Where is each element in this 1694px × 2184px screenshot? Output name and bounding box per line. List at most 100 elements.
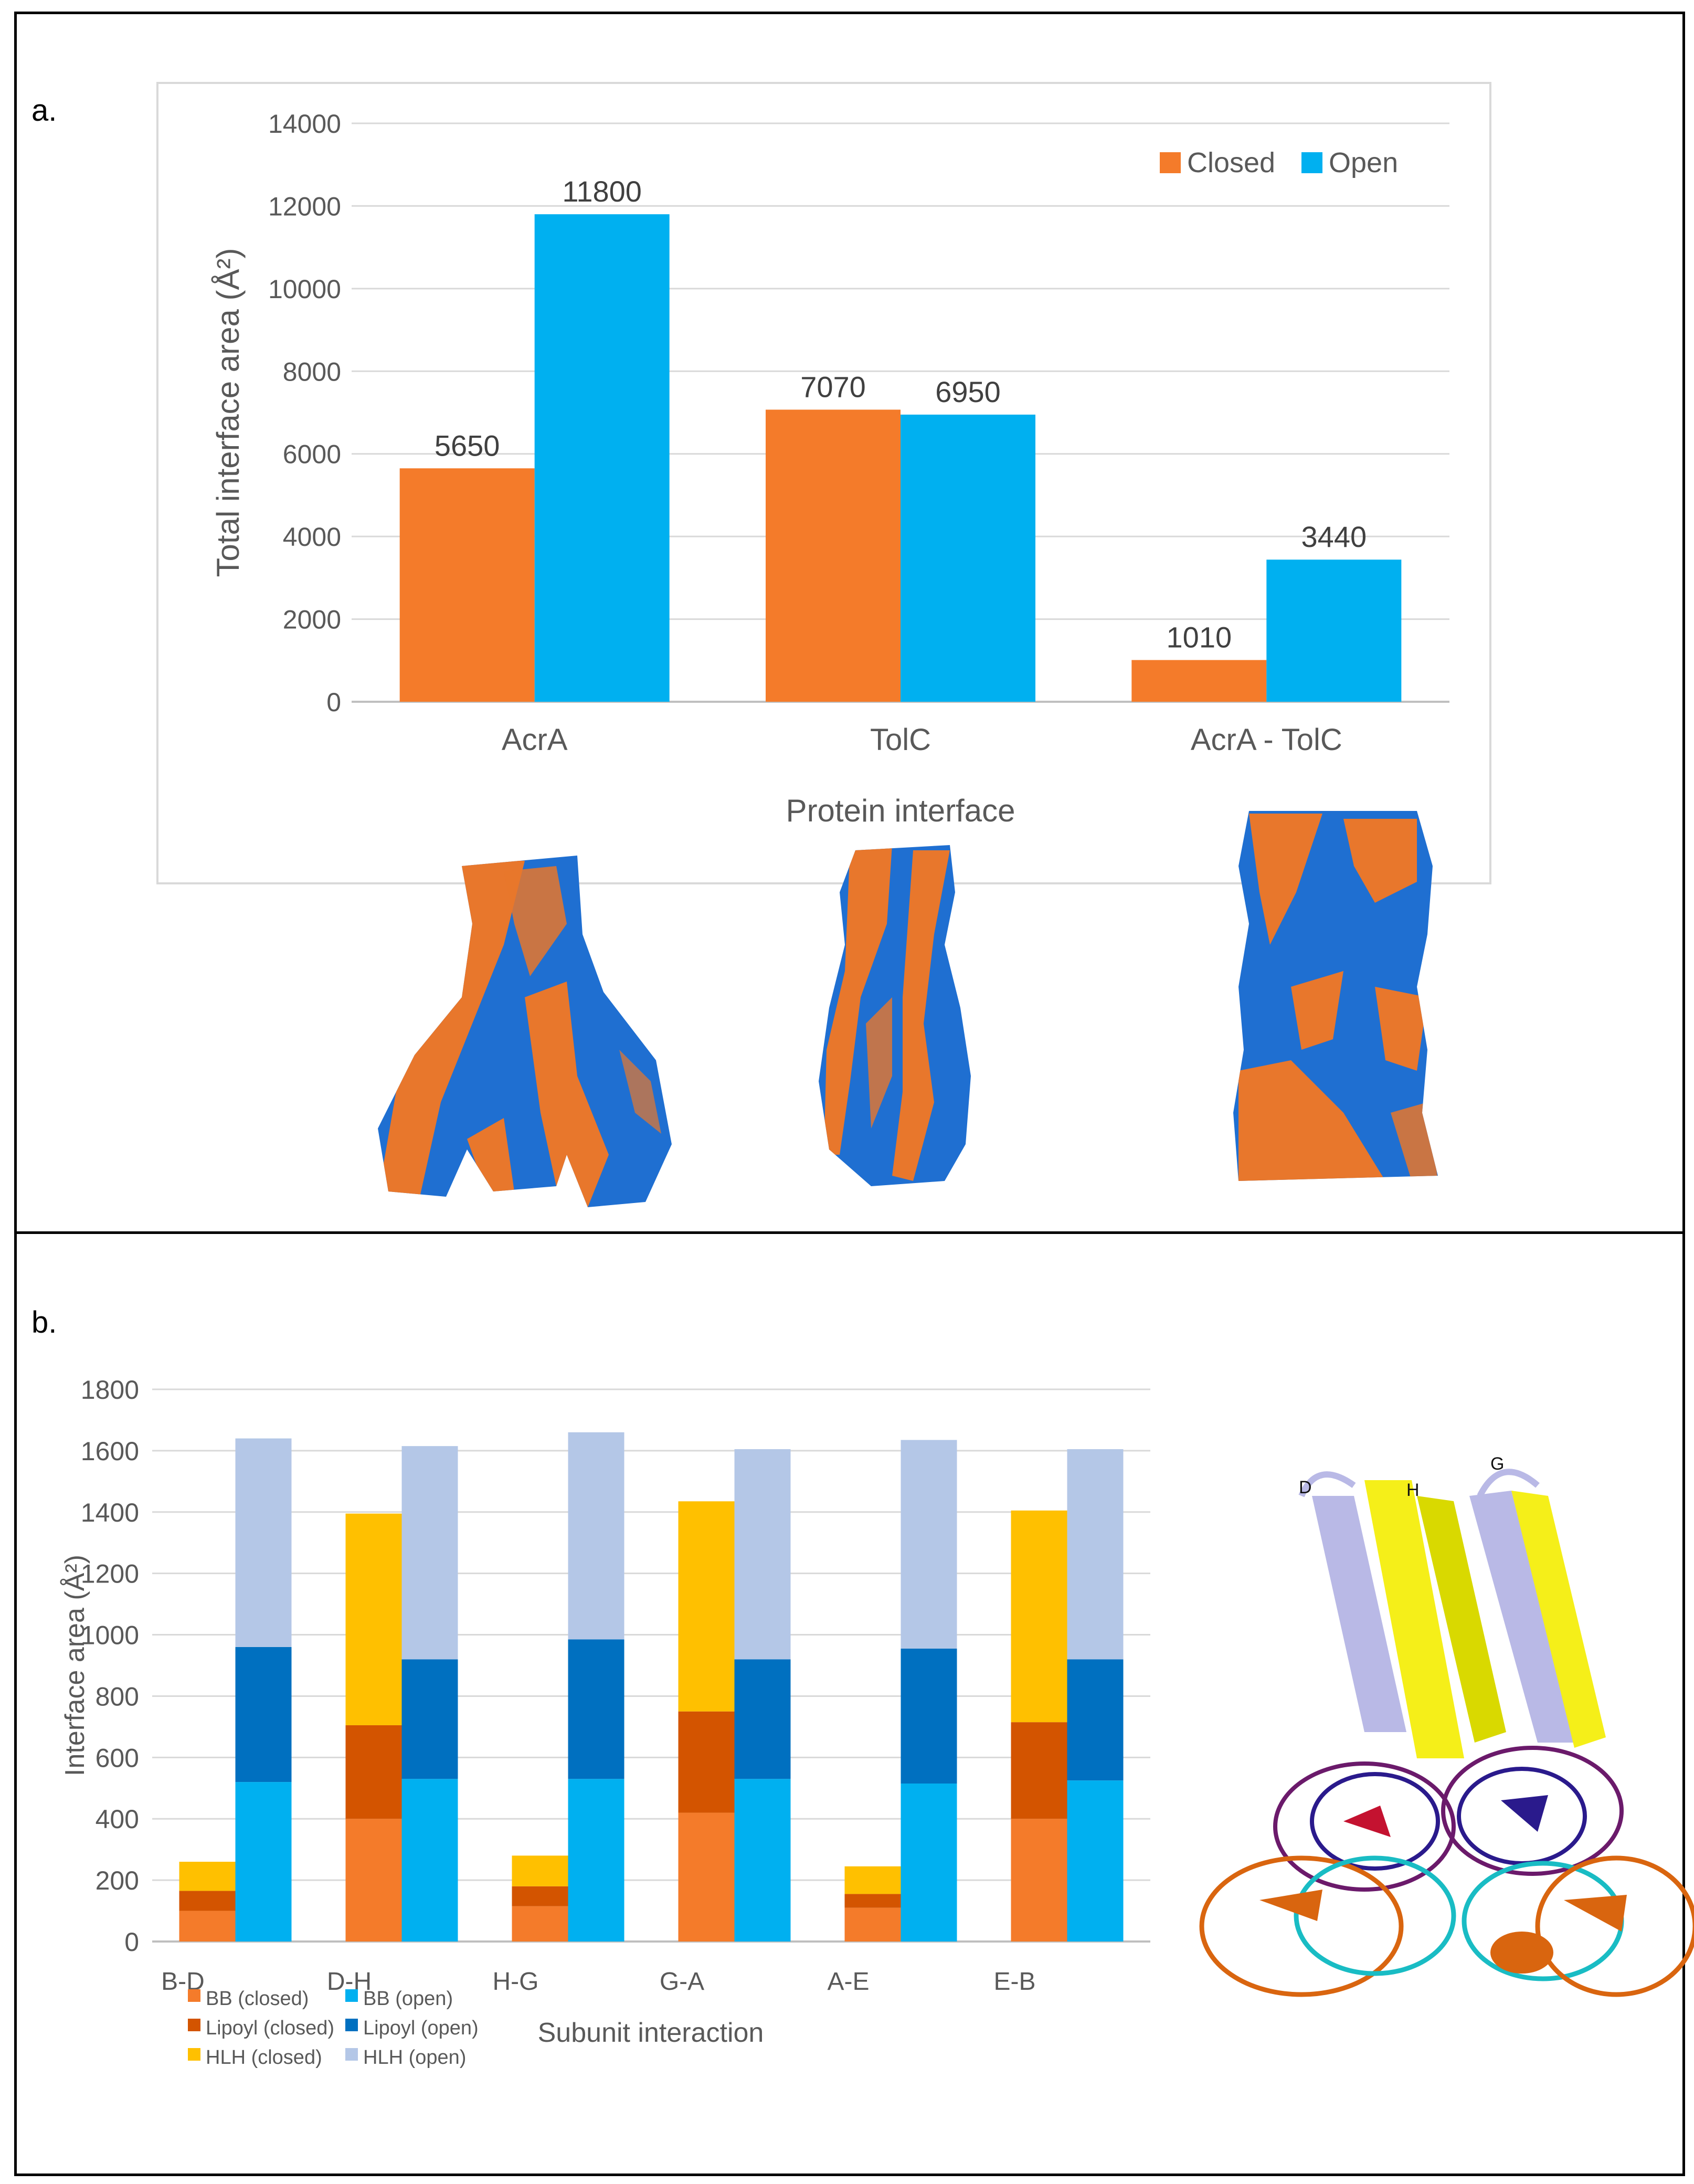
bar-segment-hlh-closed bbox=[179, 1862, 236, 1891]
legend-swatch-open bbox=[1301, 152, 1322, 173]
bar-segment-hlh-open bbox=[568, 1432, 624, 1640]
y-axis-title: Total interface area (Å²) bbox=[210, 248, 246, 577]
legend-swatch bbox=[188, 2019, 200, 2031]
legend-label: BB (open) bbox=[363, 1988, 453, 2010]
x-axis-title: Protein interface bbox=[786, 793, 1015, 828]
bar-segment-lipoyl-open bbox=[901, 1648, 957, 1784]
data-label: 7070 bbox=[800, 370, 866, 403]
panel-a-label: a. bbox=[31, 93, 57, 128]
data-label: 1010 bbox=[1167, 620, 1232, 653]
legend-label: HLH (open) bbox=[363, 2046, 466, 2069]
bar-closed bbox=[1131, 660, 1267, 702]
bar-segment-bb-closed bbox=[678, 1812, 735, 1942]
panel-b-label: b. bbox=[31, 1305, 57, 1339]
data-label: 11800 bbox=[562, 175, 642, 208]
y-tick-label: 800 bbox=[96, 1682, 139, 1711]
legend-label: Lipoyl (closed) bbox=[206, 2017, 334, 2039]
bar-segment-bb-open bbox=[901, 1784, 957, 1942]
bar-segment-bb-open bbox=[401, 1779, 458, 1942]
y-tick-label: 0 bbox=[124, 1927, 139, 1957]
bar-segment-hlh-closed bbox=[345, 1513, 402, 1725]
y-tick-label: 400 bbox=[96, 1805, 139, 1834]
y-tick-label: 8000 bbox=[283, 357, 341, 386]
x-category-label: AcrA bbox=[502, 723, 568, 757]
bar-segment-lipoyl-open bbox=[401, 1659, 458, 1779]
lipoyl-domains bbox=[1273, 1746, 1624, 1892]
bar-segment-lipoyl-closed bbox=[844, 1894, 901, 1908]
x-category-label: AcrA - TolC bbox=[1191, 723, 1342, 757]
acra-tolc-surface-model bbox=[1233, 811, 1438, 1181]
y-tick-label: 1800 bbox=[81, 1375, 139, 1405]
legend-label: BB (closed) bbox=[206, 1988, 309, 2010]
tolc-surface-model bbox=[819, 845, 971, 1186]
bar-segment-bb-open bbox=[1067, 1780, 1124, 1942]
bar-segment-hlh-closed bbox=[844, 1866, 901, 1894]
bar-segment-lipoyl-closed bbox=[345, 1725, 402, 1819]
legend-swatch-closed bbox=[1160, 152, 1181, 173]
y-tick-label: 1000 bbox=[81, 1621, 139, 1650]
chart-a: 0 2000 4000 6000 8000 10000 12000 14000 5650 1180… bbox=[156, 82, 1491, 884]
x-category-label: E-B bbox=[993, 1968, 1035, 1996]
ribbon-label-g: G bbox=[1490, 1454, 1504, 1474]
beta-barrel-domains bbox=[1199, 1855, 1694, 1997]
bar-segment-hlh-closed bbox=[678, 1501, 735, 1712]
y-tick-label: 1600 bbox=[81, 1437, 139, 1466]
x-category-label: A-E bbox=[827, 1968, 869, 1996]
y-tick-label: 10000 bbox=[268, 275, 341, 304]
bar-segment-lipoyl-closed bbox=[512, 1886, 568, 1906]
legend-label-closed: Closed bbox=[1187, 147, 1275, 178]
bar-segment-hlh-open bbox=[734, 1449, 791, 1660]
bar-segment-hlh-closed bbox=[512, 1855, 568, 1886]
bar-segment-lipoyl-open bbox=[568, 1639, 624, 1779]
bar-open bbox=[1266, 560, 1402, 702]
bar-segment-hlh-open bbox=[235, 1438, 292, 1647]
y-tick-label: 200 bbox=[96, 1866, 139, 1895]
bar-segment-lipoyl-open bbox=[1067, 1659, 1124, 1781]
bar-open bbox=[534, 214, 670, 702]
bar-closed bbox=[399, 468, 535, 702]
bar-segment-bb-closed bbox=[345, 1819, 402, 1942]
bar-segment-bb-closed bbox=[844, 1907, 901, 1942]
bar-segment-lipoyl-open bbox=[235, 1647, 292, 1782]
bar-segment-bb-open bbox=[568, 1779, 624, 1942]
legend-swatch bbox=[345, 2019, 358, 2031]
y-tick-label: 6000 bbox=[283, 440, 341, 469]
x-axis-title: Subunit interaction bbox=[538, 2018, 764, 2048]
data-label: 5650 bbox=[435, 429, 500, 462]
bar-segment-bb-open bbox=[734, 1779, 791, 1942]
bar-segment-hlh-open bbox=[901, 1440, 957, 1649]
bar-segment-lipoyl-closed bbox=[678, 1711, 735, 1813]
helix-hairpins bbox=[1298, 1469, 1606, 1758]
y-axis-title: Interface area (Å²) bbox=[60, 1555, 90, 1776]
x-category-label: TolC bbox=[870, 723, 931, 757]
bar-segment-hlh-closed bbox=[1011, 1510, 1067, 1723]
x-category-label: H-G bbox=[493, 1968, 539, 1996]
bar-open bbox=[901, 414, 1035, 702]
bar-segment-bb-closed bbox=[1011, 1819, 1067, 1942]
bar-segment-bb-closed bbox=[512, 1906, 568, 1942]
bar-segment-bb-open bbox=[235, 1782, 292, 1942]
legend-swatch bbox=[345, 1989, 358, 2002]
data-label: 3440 bbox=[1301, 520, 1367, 553]
ribbon-label-h: H bbox=[1406, 1480, 1420, 1500]
y-tick-label: 14000 bbox=[268, 109, 341, 139]
x-category-label: G-A bbox=[660, 1968, 704, 1996]
bar-segment-bb-closed bbox=[179, 1911, 236, 1942]
legend-label-open: Open bbox=[1329, 147, 1398, 178]
bar-segment-hlh-open bbox=[1067, 1449, 1124, 1660]
y-tick-label: 600 bbox=[96, 1743, 139, 1772]
bar-segment-lipoyl-closed bbox=[1011, 1722, 1067, 1819]
y-tick-label: 1200 bbox=[81, 1559, 139, 1589]
y-tick-label: 4000 bbox=[283, 522, 341, 552]
legend-label: HLH (closed) bbox=[206, 2046, 322, 2069]
y-tick-label: 1400 bbox=[81, 1498, 139, 1527]
bar-segment-lipoyl-closed bbox=[179, 1891, 236, 1911]
legend-swatch bbox=[345, 2048, 358, 2061]
y-tick-label: 2000 bbox=[283, 605, 341, 635]
legend-swatch bbox=[188, 1989, 200, 2002]
legend-swatch bbox=[188, 2048, 200, 2061]
legend-label: Lipoyl (open) bbox=[363, 2017, 479, 2039]
